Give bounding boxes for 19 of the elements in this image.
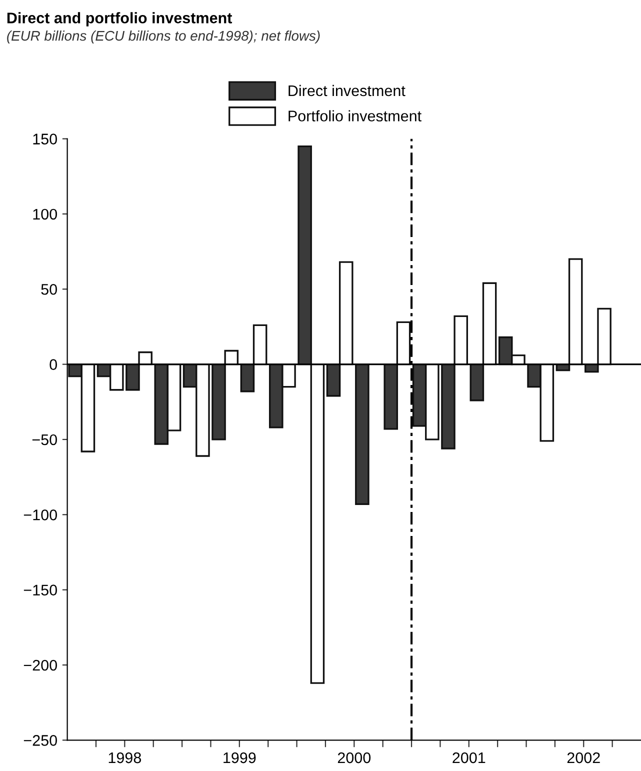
y-tick-label: 100 xyxy=(33,208,57,220)
x-tick-label: 2001 xyxy=(452,752,486,764)
y-tick-label: −200 xyxy=(24,660,57,671)
y-tick-label: −100 xyxy=(24,510,57,520)
x-tick-label: 2002 xyxy=(567,752,600,764)
y-tick-label: 0 xyxy=(50,359,57,370)
x-tick-label: 2000 xyxy=(338,752,371,764)
y-tick-label: 50 xyxy=(41,284,57,295)
x-tick-label: 1998 xyxy=(108,752,142,764)
y-tick-label: −50 xyxy=(32,434,57,446)
legend-label: Portfolio investment xyxy=(288,110,422,122)
y-tick-label: 150 xyxy=(33,134,57,144)
bar xyxy=(355,363,370,505)
x-tick-label: 1999 xyxy=(224,752,256,764)
chart-title: Direct and portfolio investment xyxy=(7,12,232,26)
legend-label: Direct investment xyxy=(288,84,406,96)
y-tick-label: −250 xyxy=(24,735,57,746)
chart-subtitle: (EUR billions (ECU billions to end-1998); net flows) xyxy=(7,30,320,44)
y-tick-label: −150 xyxy=(24,584,57,596)
